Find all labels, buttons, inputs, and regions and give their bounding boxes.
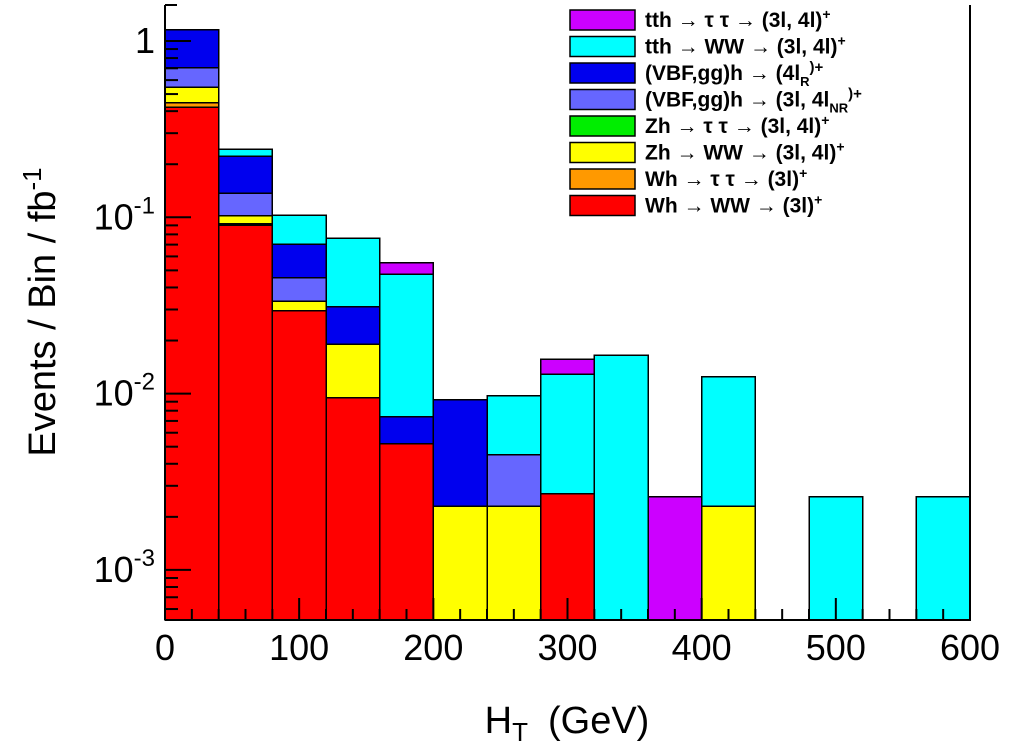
legend-label-5: (VBF,gg)h → (4lR)+ xyxy=(645,59,824,89)
x-axis-title-main: H xyxy=(485,700,512,742)
y-axis-ticks: 1 10-1 10-2 10-3 xyxy=(94,20,191,611)
bar-series-6-bin-10 xyxy=(700,375,757,507)
bars-layer xyxy=(164,29,971,621)
bar-series-2-bin-2 xyxy=(271,300,327,312)
legend-label-4: (VBF,gg)h → (3l, 4lNR)+ xyxy=(645,86,862,116)
bar-series-6-bin-14 xyxy=(915,496,971,621)
bar-series-5-bin-1 xyxy=(217,155,274,194)
y-tick-label: 1 xyxy=(135,20,155,61)
bar-series-4-bin-2 xyxy=(271,276,327,302)
legend-label-7: tth → τ τ → (3l, 4l)+ xyxy=(645,6,831,32)
legend-swatch-0 xyxy=(569,194,636,217)
bar-series-2-bin-6 xyxy=(486,505,542,621)
bar-series-2-bin-1 xyxy=(217,215,274,225)
legend-label-1: Wh → τ τ → (3l)+ xyxy=(645,165,807,191)
bar-series-6-bin-3 xyxy=(325,237,381,308)
bar-series-6-bin-8 xyxy=(593,354,649,621)
legend-label-3: Zh → τ τ → (3l, 4l)+ xyxy=(645,112,829,138)
bar-series-5-bin-2 xyxy=(271,243,327,279)
bar-series-0-bin-2 xyxy=(271,310,327,621)
bar-series-5-bin-5 xyxy=(432,399,488,507)
bar-series-6-bin-7 xyxy=(539,373,596,495)
bar-series-6-bin-2 xyxy=(271,214,327,245)
y-axis-title: Events / Bin / fb-1 xyxy=(17,167,64,456)
x-axis-title: HT (GeV) xyxy=(485,700,650,747)
bar-series-4-bin-6 xyxy=(486,454,542,507)
legend-label-6: tth → WW → (3l, 4l)+ xyxy=(645,33,846,59)
bar-series-5-bin-4 xyxy=(378,415,435,445)
legend: tth → τ τ → (3l, 4l)+tth → WW → (3l, 4l)… xyxy=(569,6,862,218)
y-axis-title-main: Events / Bin / fb xyxy=(22,190,64,456)
bar-series-4-bin-1 xyxy=(217,192,274,217)
legend-label-2: Zh → WW → (3l, 4l)+ xyxy=(645,139,845,165)
bar-series-2-bin-0 xyxy=(164,86,220,104)
x-tick-label: 500 xyxy=(806,627,866,668)
legend-swatch-3 xyxy=(569,115,636,137)
bar-series-6-bin-6 xyxy=(486,395,542,456)
bar-series-4-bin-0 xyxy=(164,67,220,89)
y-tick-label: 10-3 xyxy=(94,545,155,590)
bar-series-0-bin-4 xyxy=(378,442,435,621)
x-tick-label: 200 xyxy=(403,627,463,668)
x-tick-label: 600 xyxy=(940,627,1000,668)
bar-series-2-bin-3 xyxy=(325,343,381,399)
x-tick-label: 0 xyxy=(155,627,175,668)
bar-series-7-bin-9 xyxy=(647,496,703,621)
y-tick-label: 10-2 xyxy=(94,369,155,414)
bar-series-7-bin-7 xyxy=(539,358,596,375)
bar-series-5-bin-0 xyxy=(164,29,220,69)
x-tick-label: 400 xyxy=(672,627,732,668)
legend-swatch-7 xyxy=(569,9,636,31)
y-axis-title-sup: -1 xyxy=(17,167,47,190)
x-axis-ticks: 0 100 200 300 400 500 600 xyxy=(155,598,1000,668)
x-axis-title-sub: T xyxy=(512,717,528,747)
bar-series-2-bin-10 xyxy=(700,505,757,621)
legend-swatch-2 xyxy=(569,141,636,164)
legend-swatch-6 xyxy=(569,35,636,58)
bar-series-0-bin-0 xyxy=(164,106,220,621)
legend-swatch-5 xyxy=(569,62,636,84)
bar-series-6-bin-1 xyxy=(217,148,274,157)
bar-series-2-bin-5 xyxy=(432,505,488,621)
bar-series-0-bin-1 xyxy=(217,224,274,621)
legend-label-0: Wh → WW → (3l)+ xyxy=(645,192,822,218)
legend-swatch-1 xyxy=(569,168,636,190)
legend-swatch-4 xyxy=(569,88,636,111)
x-tick-label: 300 xyxy=(537,627,597,668)
bar-series-0-bin-3 xyxy=(325,396,381,621)
bar-series-7-bin-4 xyxy=(378,261,435,276)
x-axis-title-unit: (GeV) xyxy=(548,700,649,742)
bar-series-5-bin-3 xyxy=(325,306,381,346)
x-tick-label: 100 xyxy=(269,627,329,668)
bar-series-6-bin-4 xyxy=(378,273,435,418)
y-tick-label: 10-1 xyxy=(94,192,155,237)
